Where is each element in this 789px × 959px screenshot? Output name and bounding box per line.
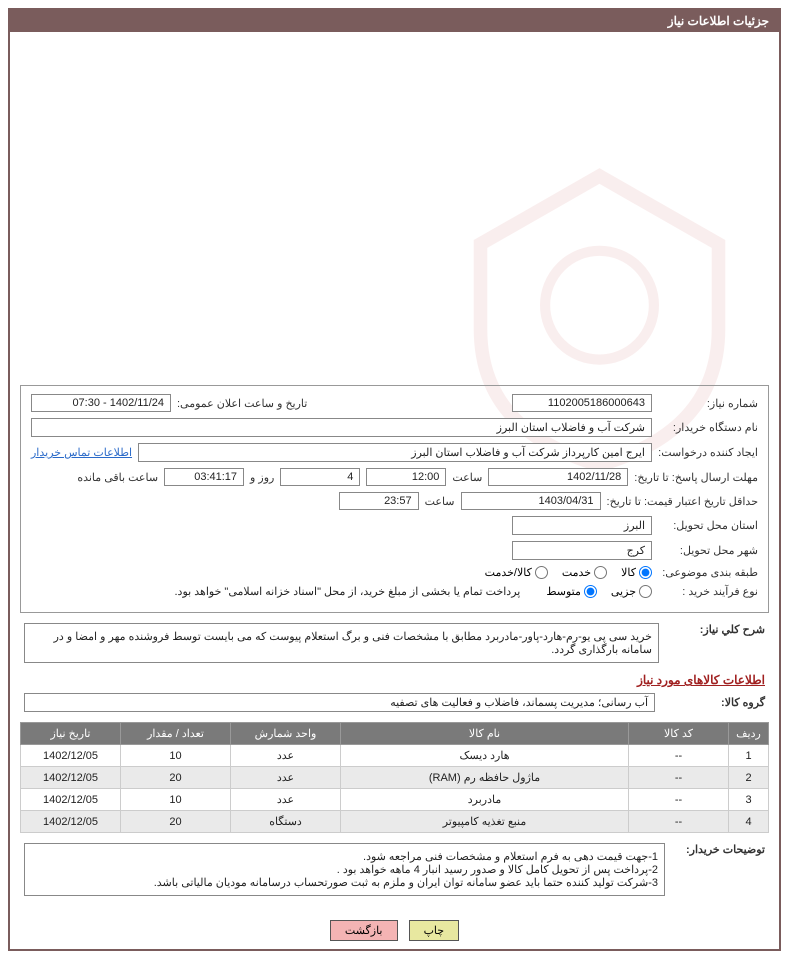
print-button[interactable]: چاپ — [409, 920, 460, 941]
general-desc-label: شرح کلي نياز: — [665, 623, 765, 636]
details-box: شماره نیاز: 1102005186000643 تاریخ و ساع… — [20, 385, 769, 613]
th-code: کد کالا — [629, 723, 729, 745]
th-qty: تعداد / مقدار — [121, 723, 231, 745]
radio-minor[interactable]: جزیی — [611, 585, 652, 598]
table-cell-name: ماژول حافظه رم (RAM) — [341, 767, 629, 789]
page-title: جزئیات اطلاعات نیاز — [668, 14, 769, 28]
th-name: نام کالا — [341, 723, 629, 745]
table-cell-date: 1402/12/05 — [21, 811, 121, 833]
buyer-org-value: شرکت آب و فاضلاب استان البرز — [31, 418, 652, 437]
price-date: 1403/04/31 — [461, 492, 601, 510]
time-label-1: ساعت — [452, 471, 482, 484]
reply-deadline-label: مهلت ارسال پاسخ: تا تاریخ: — [634, 471, 758, 484]
radio-minor-input[interactable] — [639, 585, 652, 598]
main-frame: جزئیات اطلاعات نیاز شماره نیاز: 11020051… — [8, 8, 781, 951]
goods-group-value: آب رسانی؛ مدیریت پسماند، فاضلاب و فعالیت… — [24, 693, 655, 712]
table-cell-qty: 20 — [121, 811, 231, 833]
page-title-bar: جزئیات اطلاعات نیاز — [10, 10, 779, 32]
content-area: شماره نیاز: 1102005186000643 تاریخ و ساع… — [10, 32, 779, 912]
table-row: 4--منبع تغذیه کامپیوتردستگاه201402/12/05 — [21, 811, 769, 833]
buyer-notes-label: توضیحات خریدار: — [675, 843, 765, 856]
th-date: تاریخ نیاز — [21, 723, 121, 745]
goods-table: ردیف کد کالا نام کالا واحد شمارش تعداد /… — [20, 722, 769, 833]
delivery-city-label: شهر محل تحویل: — [658, 544, 758, 557]
table-cell-date: 1402/12/05 — [21, 745, 121, 767]
table-cell-unit: عدد — [231, 789, 341, 811]
purchase-type-radio-group: جزیی متوسط — [546, 585, 652, 598]
table-cell-date: 1402/12/05 — [21, 789, 121, 811]
table-row: 3--مادربردعدد101402/12/05 — [21, 789, 769, 811]
radio-service-input[interactable] — [594, 566, 607, 579]
table-row: 1--هارد دیسکعدد101402/12/05 — [21, 745, 769, 767]
buyer-org-label: نام دستگاه خریدار: — [658, 421, 758, 434]
table-cell-qty: 20 — [121, 767, 231, 789]
table-cell-code: -- — [629, 789, 729, 811]
remaining-time: 03:41:17 — [164, 468, 244, 486]
table-cell-unit: دستگاه — [231, 811, 341, 833]
days-and-label: روز و — [250, 471, 274, 484]
table-cell-qty: 10 — [121, 745, 231, 767]
table-cell-n: 1 — [729, 745, 769, 767]
days-count: 4 — [280, 468, 360, 486]
goods-group-label: گروه کالا: — [665, 696, 765, 709]
table-cell-n: 2 — [729, 767, 769, 789]
radio-service[interactable]: خدمت — [562, 566, 607, 579]
goods-section-header: اطلاعات کالاهای مورد نیاز — [24, 673, 765, 687]
radio-goods[interactable]: کالا — [621, 566, 652, 579]
radio-medium[interactable]: متوسط — [546, 585, 597, 598]
table-row: 2--ماژول حافظه رم (RAM)عدد201402/12/05 — [21, 767, 769, 789]
requester-label: ایجاد کننده درخواست: — [658, 446, 758, 459]
remaining-label: ساعت باقی مانده — [77, 471, 158, 484]
table-cell-code: -- — [629, 767, 729, 789]
price-time: 23:57 — [339, 492, 419, 510]
general-desc: خرید سی پی یو-رم-هارد-پاور-مادربرد مطابق… — [24, 623, 659, 663]
time-label-2: ساعت — [425, 495, 455, 508]
contact-link[interactable]: اطلاعات تماس خریدار — [31, 446, 132, 459]
table-cell-name: منبع تغذیه کامپیوتر — [341, 811, 629, 833]
reply-time: 12:00 — [366, 468, 446, 486]
radio-medium-input[interactable] — [584, 585, 597, 598]
need-no-value: 1102005186000643 — [512, 394, 652, 412]
radio-goods-input[interactable] — [639, 566, 652, 579]
radio-goods-service[interactable]: کالا/خدمت — [485, 566, 548, 579]
table-cell-unit: عدد — [231, 767, 341, 789]
table-cell-code: -- — [629, 811, 729, 833]
table-cell-n: 3 — [729, 789, 769, 811]
table-cell-unit: عدد — [231, 745, 341, 767]
table-cell-qty: 10 — [121, 789, 231, 811]
delivery-city: کرج — [512, 541, 652, 560]
announce-label: تاریخ و ساعت اعلان عمومی: — [177, 397, 307, 410]
category-radio-group: کالا خدمت کالا/خدمت — [485, 566, 652, 579]
delivery-province-label: استان محل تحویل: — [658, 519, 758, 532]
table-cell-code: -- — [629, 745, 729, 767]
table-cell-date: 1402/12/05 — [21, 767, 121, 789]
price-validity-label: حداقل تاریخ اعتبار قیمت: تا تاریخ: — [607, 495, 758, 508]
buyer-notes: 1-جهت قیمت دهی به فرم استعلام و مشخصات ف… — [24, 843, 665, 896]
need-no-label: شماره نیاز: — [658, 397, 758, 410]
th-row: ردیف — [729, 723, 769, 745]
radio-goods-service-input[interactable] — [535, 566, 548, 579]
category-label: طبقه بندی موضوعی: — [658, 566, 758, 579]
table-cell-name: هارد دیسک — [341, 745, 629, 767]
table-cell-n: 4 — [729, 811, 769, 833]
purchase-type-label: نوع فرآیند خرید : — [658, 585, 758, 598]
delivery-province: البرز — [512, 516, 652, 535]
back-button[interactable]: بازگشت — [330, 920, 398, 941]
reply-date: 1402/11/28 — [488, 468, 628, 486]
requester-value: ایرج امین کارپرداز شرکت آب و فاضلاب استا… — [138, 443, 652, 462]
payment-note: پرداخت تمام یا بخشی از مبلغ خرید، از محل… — [175, 585, 521, 598]
button-bar: چاپ بازگشت — [10, 912, 779, 949]
table-cell-name: مادربرد — [341, 789, 629, 811]
th-unit: واحد شمارش — [231, 723, 341, 745]
announce-value: 1402/11/24 - 07:30 — [31, 394, 171, 412]
